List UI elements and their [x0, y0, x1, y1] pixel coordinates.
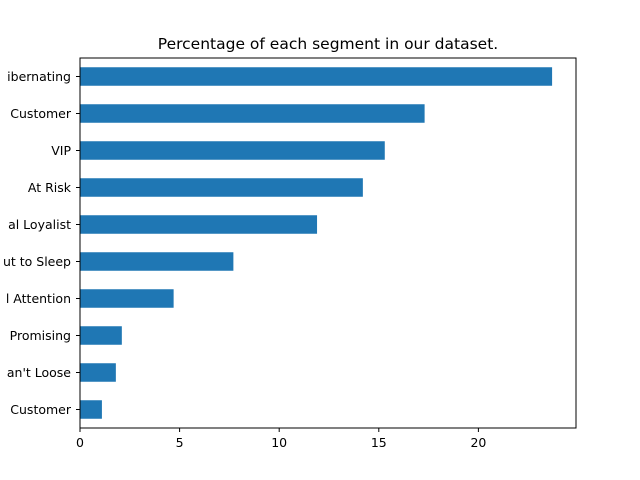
y-tick-label: ibernating — [7, 69, 71, 84]
x-axis: 0 5 10 15 20 — [76, 428, 486, 450]
bar-vip — [80, 141, 385, 160]
bar-new-customer — [80, 400, 102, 419]
x-tick-label: 15 — [371, 435, 387, 450]
x-tick-label: 0 — [76, 435, 84, 450]
y-tick-label: ut to Sleep — [3, 254, 71, 269]
x-tick-label: 5 — [176, 435, 184, 450]
plot-frame — [79, 57, 577, 429]
y-tick-label: VIP — [51, 143, 71, 158]
bar-need-attention — [80, 289, 174, 308]
bar-at-risk — [80, 178, 363, 197]
bar-potential-customer — [80, 104, 425, 123]
y-tick-label: At Risk — [28, 180, 72, 195]
y-tick-label: Customer — [10, 106, 72, 121]
x-tick-label: 10 — [271, 435, 287, 450]
bars-layer — [80, 67, 553, 419]
y-tick-label: an't Loose — [7, 365, 71, 380]
bar-can-t-loose — [80, 363, 116, 382]
y-tick-label: al Loyalist — [8, 217, 71, 232]
y-tick-label: l Attention — [6, 291, 71, 306]
bar-hibernating — [80, 67, 553, 86]
bar-potential-loyalist — [80, 215, 318, 234]
bar-about-to-sleep — [80, 252, 234, 271]
y-axis: ibernating Customer VIP At Risk al Loyalist u… — [3, 69, 80, 417]
y-tick-label: Promising — [10, 328, 71, 343]
x-tick-label: 20 — [470, 435, 486, 450]
y-tick-label: Customer — [10, 402, 72, 417]
chart-title: Percentage of each segment in our datase… — [158, 35, 498, 53]
bar-promising — [80, 326, 122, 345]
